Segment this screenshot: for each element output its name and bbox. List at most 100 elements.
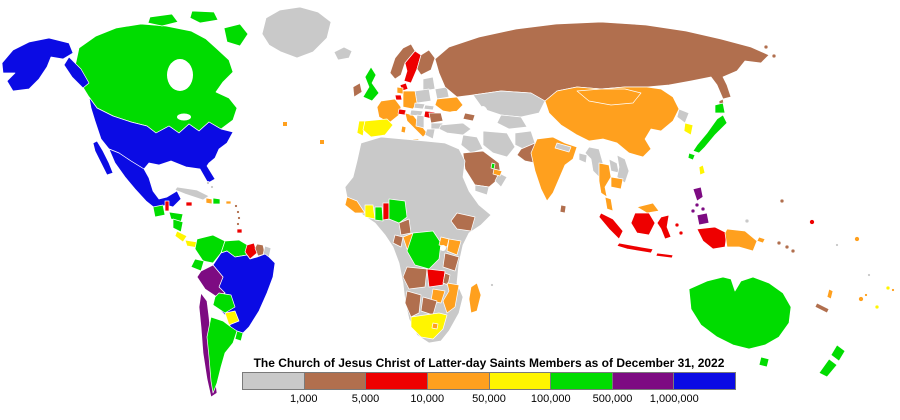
country-caucasus — [462, 112, 476, 122]
country-cameroon — [398, 218, 412, 236]
map-title: The Church of Jesus Christ of Latter-day… — [253, 356, 725, 370]
country-china — [544, 86, 680, 158]
country-oman — [494, 172, 508, 188]
legend-swatch-k10_50k — [426, 372, 490, 390]
black-sea — [446, 111, 464, 121]
country-papua-new-guinea — [724, 228, 758, 252]
country-bahamas-2 — [210, 185, 214, 189]
country-png-new-britain — [756, 236, 766, 244]
country-indian-ocean-islands — [490, 283, 494, 287]
country-switzerland — [397, 108, 407, 116]
country-indonesia-java — [616, 242, 654, 254]
legend-swatch-k50_100k — [488, 372, 552, 390]
caspian-sea — [477, 106, 489, 128]
country-bangladesh — [578, 152, 588, 164]
country-new-caledonia — [814, 302, 830, 314]
country-nepal — [554, 142, 572, 153]
legend-swatch-k5_10k — [365, 372, 428, 390]
country-levant-iraq — [460, 134, 484, 154]
country-lesser-antilles-2 — [236, 210, 240, 214]
country-cuba — [174, 186, 210, 201]
country-fiji-2 — [864, 293, 868, 297]
country-canada-arctic-1 — [147, 13, 179, 27]
country-yemen — [474, 184, 490, 196]
country-philippines-visayas-2 — [700, 206, 706, 212]
country-new-zealand-south — [818, 358, 838, 378]
great-lakes — [177, 113, 191, 121]
inset-marker-line — [285, 123, 323, 140]
country-canada-baffin — [223, 23, 249, 47]
inset-marker-dot-1 — [283, 122, 287, 126]
country-poland — [414, 88, 432, 104]
country-tanzania — [442, 252, 460, 272]
country-gabon — [392, 234, 404, 248]
country-ukraine — [434, 96, 464, 114]
country-slovakia — [423, 104, 435, 111]
country-costa-rica — [174, 230, 188, 243]
country-thailand — [598, 162, 612, 198]
country-qatar — [490, 162, 496, 170]
country-greenland — [261, 6, 332, 59]
country-alaska-panhandle — [63, 56, 90, 89]
legend-tick-label: 10,000 — [410, 393, 445, 405]
country-kiribati — [854, 236, 860, 242]
country-bahamas-1 — [206, 181, 210, 185]
country-japan-hokkaido — [714, 102, 726, 114]
country-cote-divoire — [364, 204, 376, 220]
country-belize — [164, 200, 170, 212]
country-guatemala — [152, 204, 166, 218]
country-lesser-antilles-3 — [237, 216, 241, 220]
country-nigeria — [388, 198, 408, 224]
country-haiti — [205, 197, 213, 205]
country-mongolia — [576, 88, 642, 106]
country-solomon-islands-2 — [784, 244, 790, 250]
legend-bar — [242, 372, 736, 390]
country-jamaica — [185, 201, 193, 207]
legend-tick-label: 500,000 — [592, 393, 633, 405]
country-south-africa — [410, 312, 448, 340]
country-samoa — [885, 285, 891, 291]
country-dr-congo — [406, 230, 442, 270]
country-kenya — [446, 238, 462, 256]
country-zambia — [426, 268, 446, 288]
country-philippines-luzon — [692, 186, 704, 202]
country-uganda — [438, 236, 450, 248]
country-peru — [196, 264, 226, 298]
country-puerto-rico — [225, 200, 232, 205]
legend-tick-label: 1,000 — [289, 393, 318, 405]
country-ecuador — [190, 258, 205, 272]
country-trinidad — [236, 228, 243, 234]
country-ireland — [352, 82, 363, 98]
legend-swatch-k500_1m — [611, 372, 675, 390]
lake-victoria — [440, 245, 446, 251]
country-guam — [744, 218, 750, 224]
country-new-zealand-north — [830, 344, 846, 362]
inset-marker-dot-2 — [320, 140, 324, 144]
country-solomon-islands-1 — [776, 240, 782, 246]
hudson-bay — [167, 59, 193, 91]
country-balkans — [415, 114, 425, 129]
country-pacific-other-2 — [867, 273, 871, 277]
country-laos — [608, 158, 620, 174]
country-mexico — [108, 148, 182, 210]
country-romania — [428, 112, 444, 124]
country-czechia — [413, 102, 426, 110]
country-ethiopia — [450, 212, 476, 232]
country-guinea-region — [344, 196, 366, 214]
country-india — [530, 136, 578, 202]
country-russia-kurils-2 — [771, 53, 777, 59]
country-indonesia-moluccas-1 — [674, 222, 680, 228]
country-colombia — [194, 234, 226, 264]
country-sweden — [403, 50, 422, 84]
country-myanmar — [584, 146, 604, 178]
country-cambodia — [610, 176, 624, 190]
country-malaysia-borneo — [636, 202, 660, 214]
country-belgium — [394, 94, 403, 101]
country-indonesia-borneo — [630, 212, 656, 236]
legend-swatch-k1_5k — [303, 372, 367, 390]
country-philippines-mindanao — [696, 212, 710, 226]
country-uae — [492, 168, 503, 177]
country-mozambique — [442, 282, 460, 314]
